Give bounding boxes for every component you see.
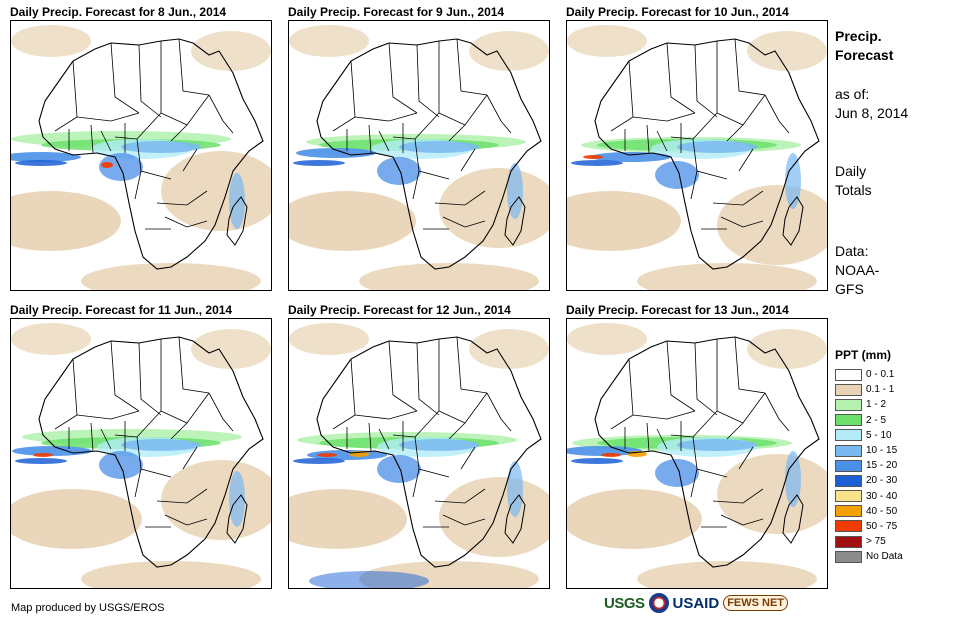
data-line-3: GFS	[835, 281, 864, 297]
precip-field	[289, 25, 549, 290]
legend-item: 50 - 75	[835, 519, 903, 534]
usaid-logo: USAID	[672, 594, 720, 612]
data-source-block: Data: NOAA- GFS	[835, 242, 879, 299]
panel-title: Daily Precip. Forecast for 12 Jun., 2014	[288, 303, 511, 317]
as-of-block: as of: Jun 8, 2014	[835, 85, 908, 123]
legend-item: 0.1 - 1	[835, 382, 903, 397]
legend-swatch	[835, 398, 862, 411]
legend-item: 10 - 15	[835, 443, 903, 458]
forecast-panel-2: Daily Precip. Forecast for 9 Jun., 2014	[288, 5, 550, 291]
legend-swatch	[835, 368, 862, 381]
totals-line-1: Daily	[835, 163, 867, 179]
legend-item: No Data	[835, 549, 903, 564]
usaid-seal-icon	[648, 593, 669, 613]
heading-line-1: Precip.	[835, 28, 882, 44]
as-of-date: Jun 8, 2014	[835, 105, 909, 121]
totals-line-2: Totals	[835, 182, 872, 198]
legend-label: 1 - 2	[866, 399, 887, 411]
precip-field	[11, 25, 271, 290]
data-line-2: NOAA-	[835, 262, 880, 278]
precip-field	[567, 25, 827, 290]
legend-swatch	[835, 444, 862, 457]
legend-label: 2 - 5	[866, 414, 887, 426]
legend-swatch	[835, 550, 862, 563]
forecast-panel-4: Daily Precip. Forecast for 11 Jun., 2014	[10, 303, 272, 589]
legend-title: PPT (mm)	[835, 348, 892, 362]
legend-item: 40 - 50	[835, 504, 903, 519]
legend-label: 40 - 50	[866, 505, 898, 517]
legend-item: 20 - 30	[835, 473, 903, 488]
legend-label: 15 - 20	[866, 460, 898, 472]
as-of-label: as of:	[835, 86, 870, 102]
legend-label: 30 - 40	[866, 490, 898, 502]
forecast-panel-1: Daily Precip. Forecast for 8 Jun., 2014	[10, 5, 272, 291]
precip-map	[10, 20, 272, 291]
precip-map	[566, 318, 828, 589]
legend-label: 50 - 75	[866, 520, 898, 532]
legend-swatch	[835, 490, 862, 503]
precip-field	[11, 323, 271, 588]
panel-title: Daily Precip. Forecast for 13 Jun., 2014	[566, 303, 789, 317]
totals-block: Daily Totals	[835, 162, 872, 200]
legend-label: 10 - 15	[866, 445, 898, 457]
panel-title: Daily Precip. Forecast for 9 Jun., 2014	[288, 5, 505, 19]
legend-swatch	[835, 505, 862, 518]
panel-title: Daily Precip. Forecast for 11 Jun., 2014	[10, 303, 233, 317]
legend: PPT (mm) 0 - 0.1 0.1 - 1 1 - 2 2 - 5 5 - 10 1…	[835, 348, 903, 564]
logo-strip: USGS USAID FEWS NET	[604, 593, 789, 613]
legend-swatch	[835, 459, 862, 472]
legend-swatch	[835, 429, 862, 442]
legend-label: 0.1 - 1	[866, 384, 895, 396]
forecast-panel-3: Daily Precip. Forecast for 10 Jun., 2014	[566, 5, 828, 291]
forecast-panel-5: Daily Precip. Forecast for 12 Jun., 2014	[288, 303, 550, 589]
precip-map	[566, 20, 828, 291]
legend-item: 15 - 20	[835, 458, 903, 473]
credit-text: Map produced by USGS/EROS	[11, 602, 165, 614]
heading-line-2: Forecast	[835, 47, 894, 63]
legend-label: No Data	[866, 551, 903, 563]
data-line-1: Data:	[835, 243, 869, 259]
legend-swatch	[835, 474, 862, 487]
legend-label: > 75	[866, 536, 886, 548]
legend-swatch	[835, 383, 862, 396]
legend-item: 5 - 10	[835, 428, 903, 443]
legend-item: > 75	[835, 534, 903, 549]
precip-map	[288, 318, 550, 589]
legend-item: 0 - 0.1	[835, 367, 903, 382]
precip-map	[288, 20, 550, 291]
precip-field	[289, 323, 549, 588]
usgs-logo: USGS	[604, 594, 645, 612]
legend-swatch	[835, 414, 862, 427]
legend-swatch	[835, 535, 862, 548]
legend-item: 2 - 5	[835, 413, 903, 428]
panel-title: Daily Precip. Forecast for 8 Jun., 2014	[10, 5, 227, 19]
legend-item: 30 - 40	[835, 489, 903, 504]
legend-item: 1 - 2	[835, 397, 903, 412]
info-heading: Precip. Forecast	[835, 27, 893, 65]
precip-field	[567, 323, 827, 588]
legend-label: 0 - 0.1	[866, 369, 895, 381]
panel-title: Daily Precip. Forecast for 10 Jun., 2014	[566, 5, 789, 19]
legend-rows: 0 - 0.1 0.1 - 1 1 - 2 2 - 5 5 - 10 10 - 15 15 …	[835, 367, 903, 564]
legend-label: 5 - 10	[866, 429, 892, 441]
fews-net-logo: FEWS NET	[723, 595, 789, 611]
precip-map	[10, 318, 272, 589]
forecast-panel-6: Daily Precip. Forecast for 13 Jun., 2014	[566, 303, 828, 589]
legend-label: 20 - 30	[866, 475, 898, 487]
legend-swatch	[835, 520, 862, 533]
